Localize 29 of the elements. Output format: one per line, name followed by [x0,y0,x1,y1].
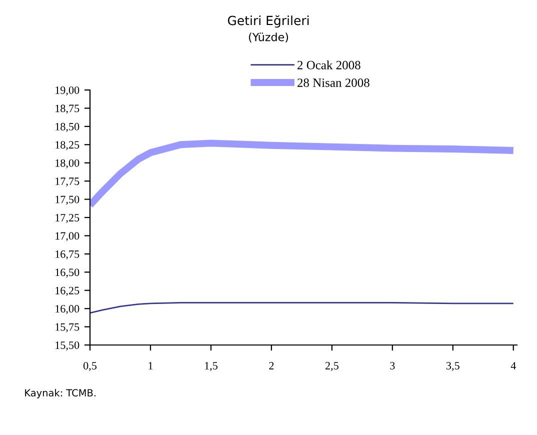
y-tick-label: 18,50 [56,122,80,132]
x-tick-label: 4 [510,362,516,370]
x-tick-label: 0,5 [83,362,97,372]
x-tick-label: 3 [390,362,395,370]
x-tick-label: 2 [269,362,274,370]
chart-subtitle: (Yüzde) [248,32,288,43]
y-tick-label: 18,75 [56,104,80,114]
y-tick-label: 19,00 [56,86,80,96]
y-tick-label: 17,00 [56,232,80,242]
y-tick-label: 18,25 [56,141,80,150]
y-tick-label: 16,00 [56,305,80,314]
y-tick-label: 16,25 [56,286,80,296]
y-tick-label: 17,75 [56,178,80,187]
chart-title: Getiri Eğrileri [228,15,309,28]
y-tick-label: 18,00 [56,159,80,168]
y-tick-label: 15,75 [56,323,80,332]
y-tick-label: 17,50 [56,196,80,205]
legend-label: 28 Nisan 2008 [298,78,370,87]
x-tick-label: 1 [148,362,153,370]
x-tick-label: 3,5 [446,362,460,372]
y-tick-label: 17,25 [56,214,80,224]
y-tick-label: 16,75 [56,250,80,260]
text: Kaynak: TCMB. [25,388,96,398]
y-tick-label: 15,50 [56,341,80,351]
y-tick-label: 16,50 [56,268,80,278]
x-tick-label: 2,5 [325,362,338,372]
line-series [90,302,514,314]
legend-label: 2 Ocak 2008 [298,60,360,70]
x-tick-label: 1,5 [204,362,218,372]
